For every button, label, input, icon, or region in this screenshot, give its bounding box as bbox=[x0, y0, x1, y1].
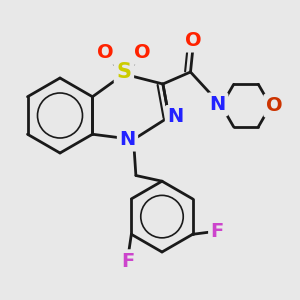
Text: O: O bbox=[134, 43, 151, 62]
Text: F: F bbox=[121, 252, 134, 271]
Text: S: S bbox=[116, 62, 131, 82]
Text: N: N bbox=[167, 107, 184, 127]
Text: N: N bbox=[119, 130, 136, 149]
Text: O: O bbox=[185, 31, 202, 50]
Text: F: F bbox=[211, 222, 224, 242]
Text: O: O bbox=[266, 96, 283, 115]
Text: N: N bbox=[210, 95, 226, 114]
Text: O: O bbox=[97, 43, 113, 62]
